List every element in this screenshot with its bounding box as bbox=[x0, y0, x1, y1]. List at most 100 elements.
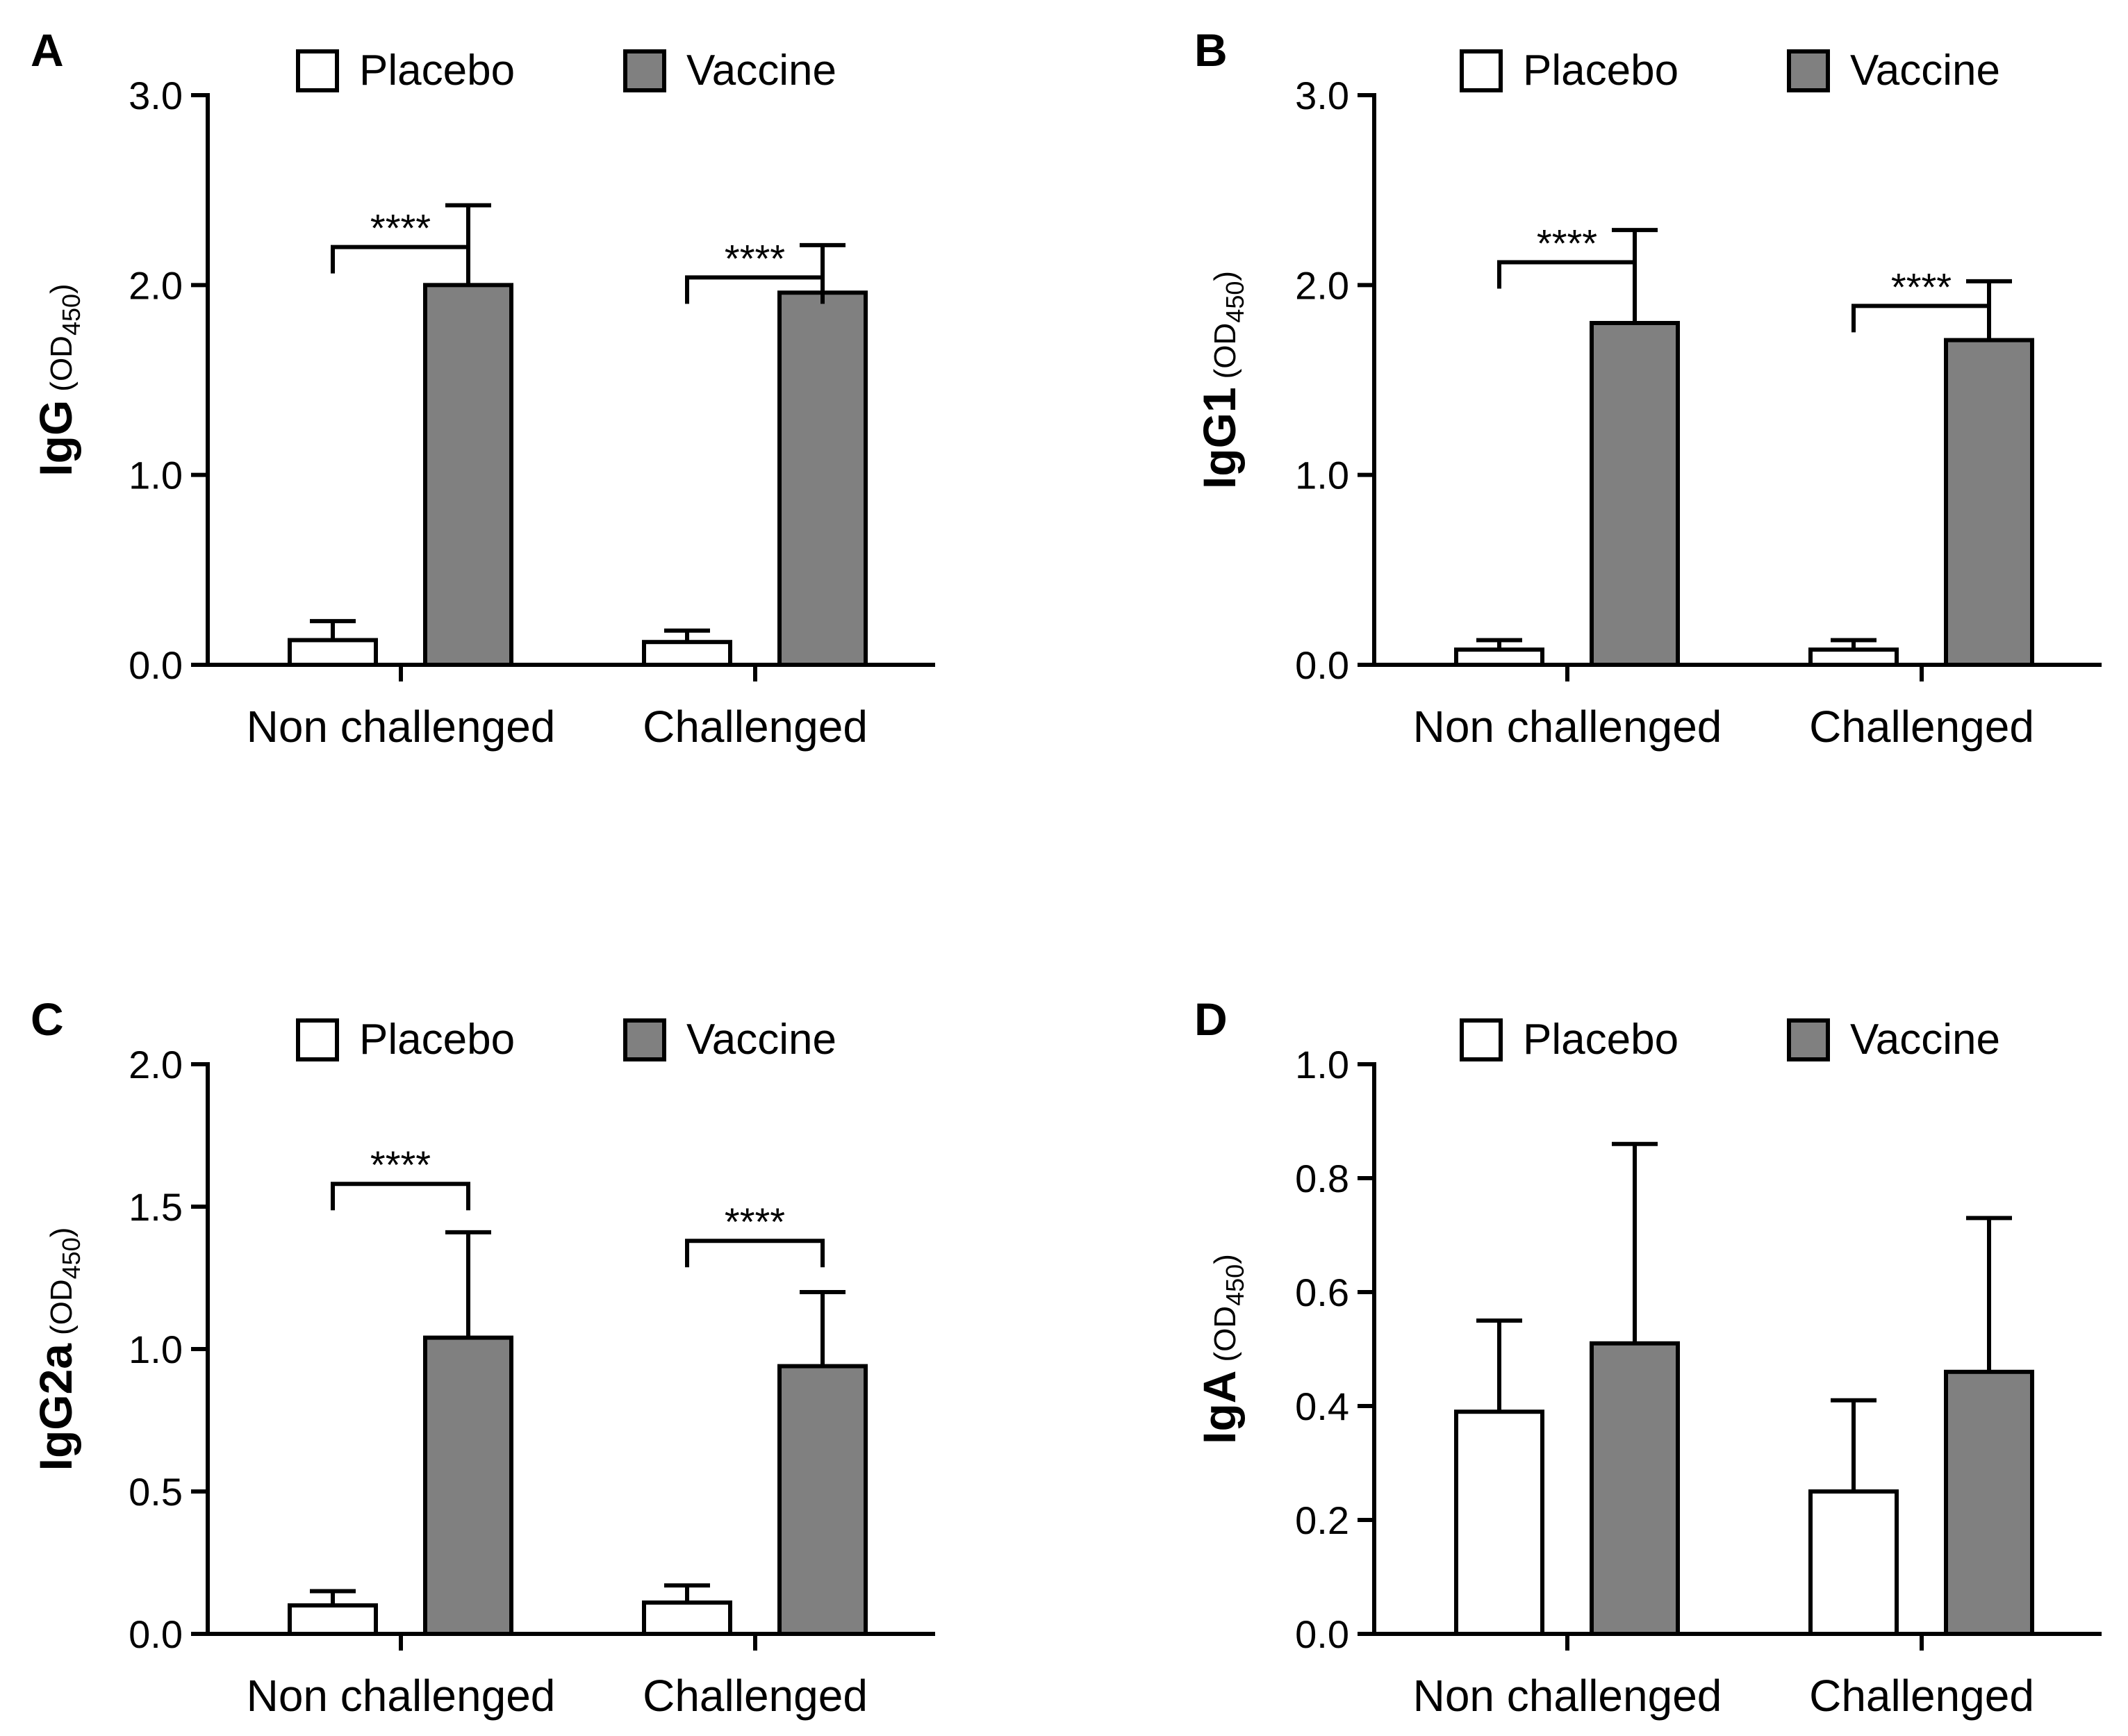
y-axis-title-main: IgG2a bbox=[30, 1343, 81, 1471]
y-tick-label: 3.0 bbox=[1295, 74, 1349, 117]
vaccine-bar bbox=[1590, 321, 1680, 667]
vaccine-bar bbox=[1590, 1341, 1680, 1637]
x-tick-label: Challenged bbox=[1809, 702, 2034, 752]
placebo-bar bbox=[1454, 647, 1544, 668]
y-tick-label: 0.0 bbox=[129, 1612, 183, 1656]
y-axis-title-sub: 450 bbox=[1221, 1264, 1249, 1306]
y-tick-label: 0.4 bbox=[1295, 1384, 1349, 1428]
y-axis-title: IgG1 (OD450) bbox=[1194, 271, 1249, 489]
legend-placebo-label: Placebo bbox=[1523, 47, 1679, 94]
panel-label: D bbox=[1194, 993, 1228, 1045]
y-axis-title-sub: 450 bbox=[57, 1237, 85, 1279]
placebo-bar bbox=[1808, 1489, 1899, 1636]
y-axis-title-unit: (OD bbox=[1208, 323, 1242, 379]
significance-bracket bbox=[331, 1182, 470, 1211]
vaccine-bar bbox=[1944, 338, 2034, 667]
x-tick-label: Non challenged bbox=[1413, 1671, 1722, 1721]
significance-bracket bbox=[685, 1239, 825, 1268]
x-tick-label: Challenged bbox=[643, 702, 868, 752]
y-axis-title-main: IgG bbox=[30, 400, 81, 477]
y-axis-title-sub: 450 bbox=[1221, 281, 1249, 323]
y-tick-label: 2.0 bbox=[129, 1043, 183, 1086]
vaccine-bar bbox=[423, 283, 513, 668]
y-axis-title-sub: 450 bbox=[57, 294, 85, 336]
x-tick-label: Challenged bbox=[1809, 1671, 2034, 1721]
x-tick-label: Non challenged bbox=[247, 1671, 556, 1721]
legend-vaccine-label: Vaccine bbox=[1850, 1016, 2000, 1064]
panel-label: B bbox=[1194, 24, 1228, 76]
placebo-bar bbox=[288, 1603, 378, 1636]
legend-placebo-label: Placebo bbox=[1523, 1016, 1679, 1064]
placebo-bar bbox=[642, 640, 732, 668]
y-axis-title: IgG (OD450) bbox=[30, 283, 85, 476]
legend-placebo-swatch bbox=[296, 49, 339, 92]
y-tick-label: 1.0 bbox=[129, 1328, 183, 1371]
significance-label: **** bbox=[370, 1143, 431, 1187]
vaccine-bar bbox=[423, 1335, 513, 1636]
y-axis-title-unit: (OD bbox=[1208, 1306, 1242, 1362]
legend-vaccine-label: Vaccine bbox=[686, 1016, 836, 1064]
y-tick-label: 0.6 bbox=[1295, 1271, 1349, 1314]
vaccine-bar bbox=[777, 290, 868, 667]
legend-vaccine-swatch bbox=[1787, 49, 1830, 92]
y-tick-label: 0.2 bbox=[1295, 1498, 1349, 1542]
panel-b: B Placebo Vaccine 0.0 1.0 2.0 3.0 IgG1 (OD450) No… bbox=[1194, 24, 2102, 752]
legend-placebo-label: Placebo bbox=[359, 47, 515, 94]
significance-bracket bbox=[1497, 260, 1637, 289]
y-tick-label: 2.0 bbox=[129, 263, 183, 307]
vaccine-bar bbox=[1944, 1369, 2034, 1637]
y-tick-label: 1.0 bbox=[1295, 454, 1349, 497]
y-tick-label: 3.0 bbox=[129, 74, 183, 117]
x-tick-label: Non challenged bbox=[247, 702, 556, 752]
legend-placebo-label: Placebo bbox=[359, 1016, 515, 1064]
significance-bracket bbox=[685, 275, 825, 304]
placebo-bar bbox=[642, 1600, 732, 1636]
x-tick-label: Challenged bbox=[643, 1671, 868, 1721]
significance-label: **** bbox=[370, 206, 431, 250]
significance-bracket bbox=[331, 245, 470, 274]
y-axis-title: IgA (OD450) bbox=[1194, 1254, 1249, 1444]
y-axis-title-main: IgA bbox=[1194, 1371, 1245, 1444]
legend-placebo-swatch bbox=[1460, 1018, 1503, 1061]
y-tick-label: 0.5 bbox=[129, 1470, 183, 1514]
placebo-bar bbox=[1454, 1410, 1544, 1636]
significance-label: **** bbox=[725, 1200, 785, 1243]
legend-vaccine-swatch bbox=[623, 49, 666, 92]
y-tick-label: 1.0 bbox=[1295, 1043, 1349, 1086]
y-axis-title: IgG2a (OD450) bbox=[30, 1227, 85, 1471]
legend-placebo-swatch bbox=[1460, 49, 1503, 92]
placebo-bar bbox=[1808, 647, 1899, 668]
significance-label: **** bbox=[725, 236, 785, 280]
panel-d: D Placebo Vaccine 0.0 0.2 0.4 0.6 0.8 1.0 IgA (OD4… bbox=[1194, 993, 2102, 1721]
y-axis-title-close: ) bbox=[44, 283, 79, 294]
y-axis-title-unit: (OD bbox=[44, 336, 79, 392]
vaccine-bar bbox=[777, 1364, 868, 1636]
significance-label: **** bbox=[1537, 222, 1597, 265]
panel-label: A bbox=[31, 24, 64, 76]
legend-vaccine-swatch bbox=[623, 1018, 666, 1061]
y-axis-title-unit: (OD bbox=[44, 1279, 79, 1335]
y-tick-label: 0.0 bbox=[129, 643, 183, 687]
y-axis-title-close: ) bbox=[1208, 1254, 1242, 1264]
legend-vaccine-swatch bbox=[1787, 1018, 1830, 1061]
panel-label: C bbox=[31, 993, 64, 1045]
significance-label: **** bbox=[1891, 265, 1952, 308]
x-tick-label: Non challenged bbox=[1413, 702, 1722, 752]
y-axis-title-close: ) bbox=[44, 1227, 79, 1238]
panel-c: C Placebo Vaccine 0.0 0.5 1.0 1.5 2.0 IgG2a (OD45… bbox=[30, 993, 935, 1721]
y-tick-label: 1.0 bbox=[129, 454, 183, 497]
placebo-bar bbox=[288, 638, 378, 668]
panel-a: A Placebo Vaccine 0.0 1.0 2.0 3.0 IgG (OD450) Non… bbox=[30, 24, 935, 752]
legend-vaccine-label: Vaccine bbox=[1850, 47, 2000, 94]
y-tick-label: 0.0 bbox=[1295, 643, 1349, 687]
y-tick-label: 0.8 bbox=[1295, 1157, 1349, 1200]
y-tick-label: 2.0 bbox=[1295, 263, 1349, 307]
legend-placebo-swatch bbox=[296, 1018, 339, 1061]
y-tick-label: 0.0 bbox=[1295, 1612, 1349, 1656]
y-axis-title-close: ) bbox=[1208, 271, 1242, 281]
y-axis-title-main: IgG1 bbox=[1194, 387, 1245, 489]
significance-bracket bbox=[1851, 304, 1991, 333]
legend-vaccine-label: Vaccine bbox=[686, 47, 836, 94]
y-tick-label: 1.5 bbox=[129, 1185, 183, 1229]
